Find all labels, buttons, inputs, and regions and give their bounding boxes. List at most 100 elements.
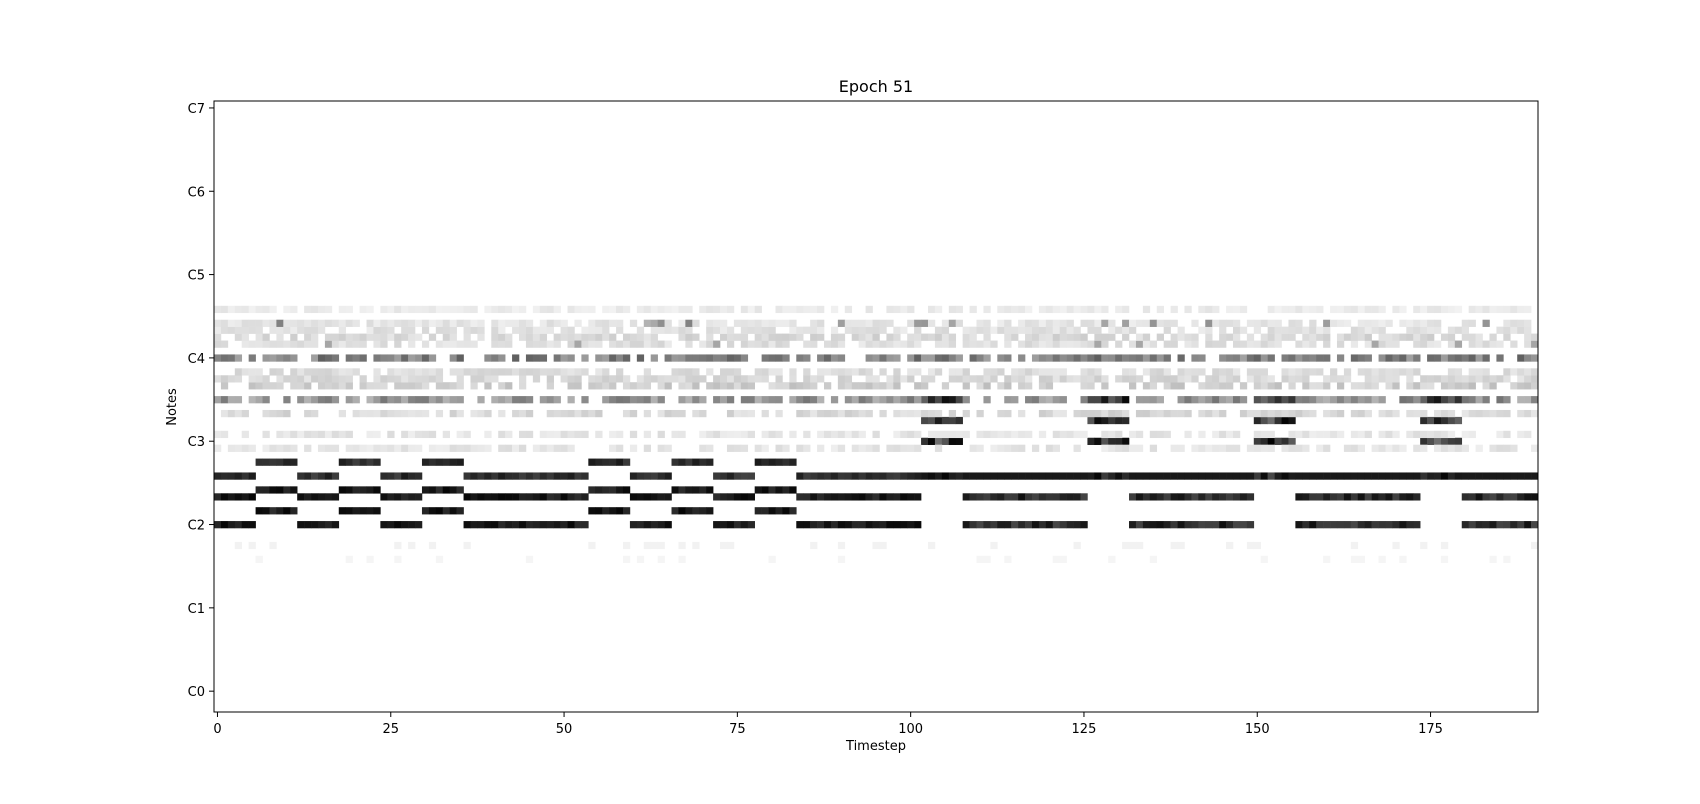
heatmap-cell — [1045, 409, 1054, 418]
heatmap-cell — [948, 472, 957, 480]
heatmap-cell — [1205, 472, 1213, 480]
heatmap-cell — [858, 368, 866, 376]
heatmap-cell — [553, 305, 561, 314]
heatmap-cell — [276, 326, 284, 334]
heatmap-cell — [220, 430, 229, 439]
heatmap-cell — [519, 396, 527, 404]
heatmap-cell — [1184, 333, 1192, 341]
heatmap-cell — [1399, 444, 1407, 452]
heatmap-cell — [324, 368, 333, 376]
heatmap-cell — [830, 326, 839, 334]
heatmap-cell — [512, 444, 520, 452]
heatmap-cell — [1440, 396, 1449, 404]
heatmap-cell — [1316, 444, 1324, 452]
heatmap-cell — [311, 333, 319, 341]
heatmap-cell — [872, 354, 880, 362]
heatmap-cell — [421, 382, 430, 390]
heatmap-cell — [297, 472, 305, 480]
heatmap-cell — [1350, 354, 1359, 362]
heatmap-cell — [1052, 555, 1060, 564]
heatmap-cell — [574, 305, 582, 314]
heatmap-cell — [1025, 472, 1033, 480]
heatmap-cell — [1267, 375, 1275, 383]
heatmap-cell — [595, 382, 603, 390]
heatmap-cell — [484, 375, 492, 383]
heatmap-cell — [616, 368, 624, 376]
heatmap-cell — [733, 319, 742, 327]
heatmap-cell — [782, 486, 790, 494]
heatmap-cell — [1475, 368, 1483, 376]
heatmap-cell — [927, 354, 936, 362]
heatmap-cell — [1364, 472, 1372, 480]
heatmap-cell — [692, 541, 700, 550]
heatmap-cell — [1149, 319, 1158, 327]
heatmap-cell — [234, 444, 243, 452]
heatmap-cell — [401, 396, 409, 404]
heatmap-cell — [1094, 409, 1102, 418]
heatmap-cell — [1205, 375, 1213, 383]
heatmap-cell — [491, 493, 499, 501]
heatmap-cell — [345, 382, 353, 390]
heatmap-cell — [324, 354, 333, 362]
heatmap-cell — [1309, 521, 1317, 529]
heatmap-cell — [1253, 340, 1262, 348]
heatmap-cell — [976, 444, 984, 452]
heatmap-cell — [1045, 333, 1054, 341]
heatmap-cell — [650, 521, 658, 529]
heatmap-cell — [1011, 368, 1019, 376]
heatmap-cell — [338, 458, 346, 466]
y-axis-label: Notes — [165, 388, 180, 426]
heatmap-cell — [775, 396, 783, 404]
heatmap-cell — [241, 472, 249, 480]
heatmap-cell — [574, 409, 582, 418]
heatmap-cell — [214, 375, 222, 383]
heatmap-cell — [1122, 354, 1130, 362]
heatmap-cell — [1336, 375, 1345, 383]
heatmap-cell — [733, 354, 742, 362]
heatmap-cell — [1385, 472, 1393, 480]
heatmap-cell — [671, 368, 679, 376]
heatmap-cell — [304, 340, 312, 348]
heatmap-cell — [532, 354, 541, 362]
heatmap-cell — [1163, 375, 1171, 383]
heatmap-cell — [588, 340, 596, 348]
heatmap-cell — [1066, 354, 1074, 362]
heatmap-cell — [643, 333, 652, 341]
heatmap-cell — [886, 444, 894, 452]
heatmap-cell — [1482, 521, 1490, 529]
heatmap-cell — [810, 472, 818, 480]
heatmap-cell — [276, 458, 284, 466]
heatmap-cell — [1059, 326, 1067, 334]
heatmap-cell — [553, 368, 561, 376]
heatmap-cell — [740, 493, 749, 501]
heatmap-cell — [456, 458, 464, 466]
heatmap-cell — [442, 326, 450, 334]
heatmap-cell — [990, 326, 998, 334]
heatmap-cell — [1482, 493, 1490, 501]
heatmap-cell — [435, 305, 444, 314]
heatmap-cell — [1018, 444, 1026, 452]
heatmap-cell — [1101, 437, 1109, 445]
heatmap-cell — [1011, 333, 1019, 341]
heatmap-cell — [498, 382, 506, 390]
heatmap-cell — [581, 305, 589, 314]
heatmap-cell — [1101, 444, 1109, 452]
heatmap-cell — [560, 472, 568, 480]
heatmap-cell — [733, 375, 742, 383]
heatmap-cell — [1253, 375, 1262, 383]
heatmap-cell — [643, 493, 652, 501]
heatmap-cell — [1378, 354, 1386, 362]
heatmap-cell — [1295, 396, 1303, 404]
heatmap-cell — [1309, 305, 1317, 314]
heatmap-cell — [726, 333, 735, 341]
heatmap-cell — [810, 396, 818, 404]
heatmap-cell — [1510, 444, 1518, 452]
heatmap-cell — [338, 409, 346, 418]
heatmap-cell — [934, 305, 943, 314]
heatmap-cell — [1004, 333, 1012, 341]
heatmap-cell — [726, 472, 735, 480]
heatmap-cell — [907, 354, 915, 362]
heatmap-cell — [844, 319, 853, 327]
heatmap-cell — [1447, 437, 1456, 445]
heatmap-cell — [1066, 340, 1074, 348]
